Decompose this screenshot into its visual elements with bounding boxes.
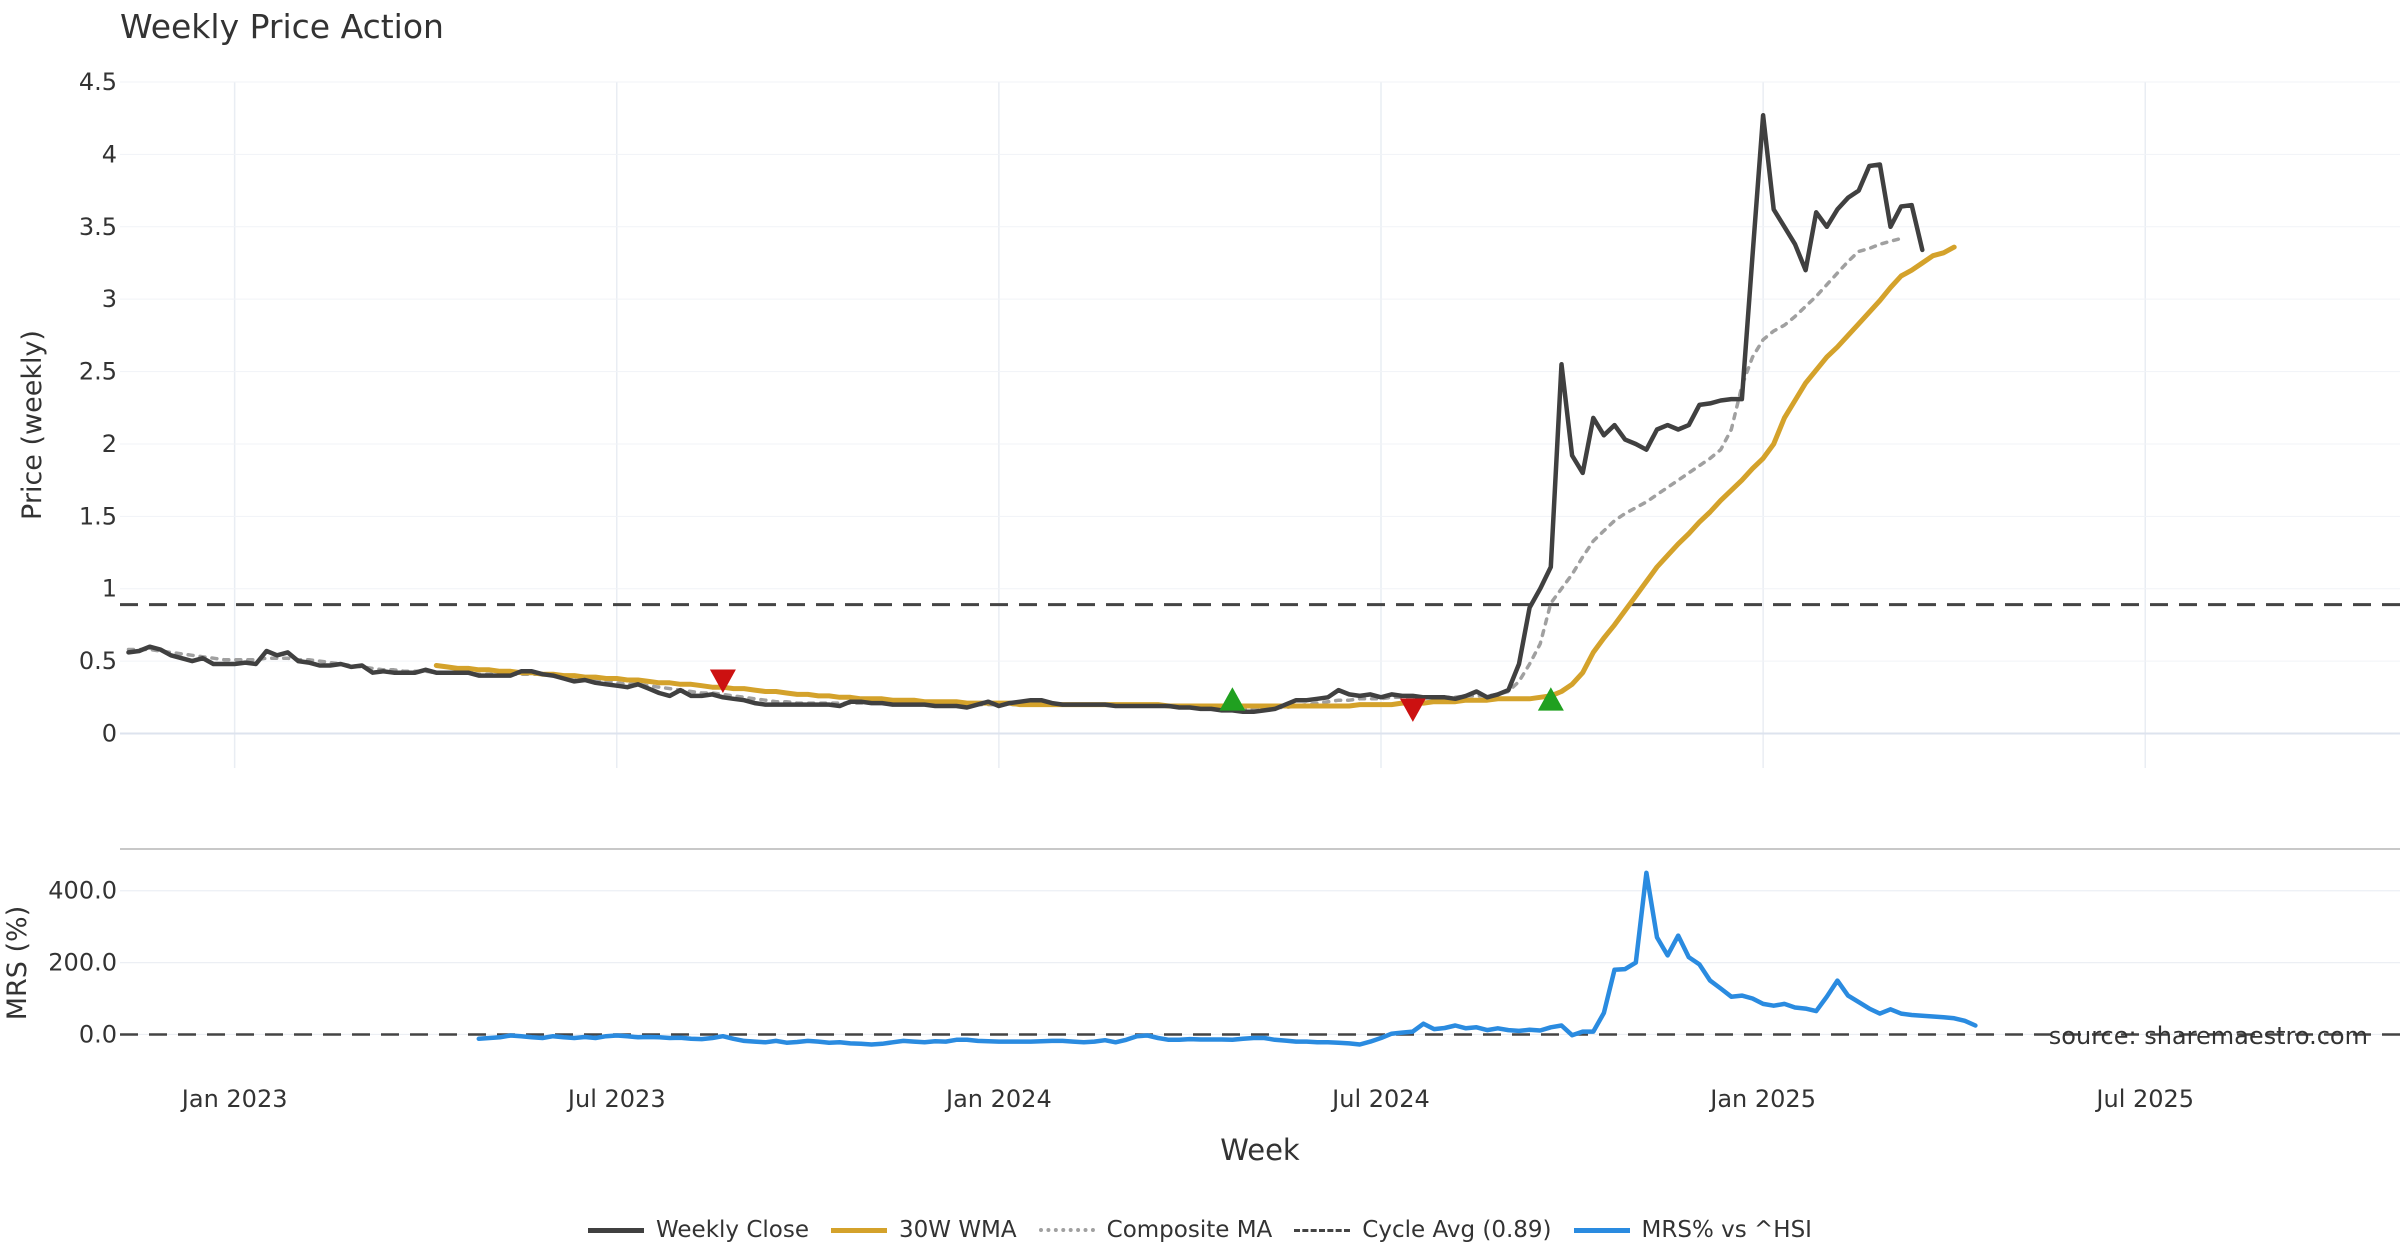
legend-swatch-cycle-avg [1294,1228,1351,1232]
price-y-tick-label: 4.5 [79,68,117,96]
mrs-y-tick-label: 200.0 [48,949,117,977]
mrs-gridlines [120,890,2400,1036]
legend-label-weekly-close: Weekly Close [656,1217,809,1243]
legend-swatch-composite-ma [1038,1228,1095,1232]
x-tick-label: Jan 2023 [180,1085,288,1113]
buy-signal-marker [1537,687,1564,711]
legend-label-30w-wma: 30W WMA [899,1217,1017,1243]
legend-item-composite-ma: Composite MA [1038,1217,1273,1243]
x-axis-label: Week [1220,1133,1300,1167]
legend-swatch-mrs [1573,1227,1630,1233]
mrs-y-tick-label: 0.0 [79,1020,117,1048]
legend-label-composite-ma: Composite MA [1106,1217,1273,1243]
mrs-y-axis-label: MRS (%) [2,906,33,1021]
price-y-tick-label: 2 [102,430,117,458]
legend-item-mrs: MRS% vs ^HSI [1573,1217,1812,1243]
series-line-composite-ma [126,236,1903,711]
price-y-tick-label: 4 [102,140,117,168]
series-line-30w-wma [433,244,1957,709]
weekly-price-chart: Weekly Price Action 0 0.5 1 1.5 2 2.5 3 3.5 4 4.5… [2,7,2400,1167]
legend-label-cycle-avg: Cycle Avg (0.89) [1362,1217,1552,1243]
x-tick-label: Jan 2024 [944,1085,1052,1113]
mrs-y-tick-labels: 0.0 200.0 400.0 [48,877,117,1049]
price-gridlines [120,81,2400,768]
price-y-tick-labels: 0 0.5 1 1.5 2 2.5 3 3.5 4 4.5 [79,68,117,748]
legend-item-30w-wma: 30W WMA [831,1217,1017,1243]
price-series-lines [126,113,1957,715]
x-tick-label: Jul 2025 [2094,1085,2194,1113]
x-tick-label: Jul 2024 [1330,1085,1430,1113]
mrs-series-line [476,870,1978,1047]
legend: Weekly Close 30W WMA Composite MA Cycle … [0,1210,2400,1250]
price-y-tick-label: 1.5 [79,502,117,530]
price-y-tick-label: 0 [102,720,117,748]
mrs-panel: 0.0 200.0 400.0 MRS (%) source: sharemaest… [2,870,2400,1050]
price-y-tick-label: 3.5 [79,213,117,241]
signal-markers [709,669,1564,722]
source-note: source: sharemaestro.com [2049,1022,2368,1050]
price-y-axis-label: Price (weekly) [17,330,48,520]
buy-signal-marker [1219,687,1246,711]
price-y-tick-label: 3 [102,285,117,313]
series-line-weekly-close [126,113,1925,715]
legend-label-mrs: MRS% vs ^HSI [1641,1217,1812,1243]
legend-swatch-30w-wma [831,1227,887,1233]
x-tick-label: Jan 2025 [1708,1085,1816,1113]
legend-item-cycle-avg: Cycle Avg (0.89) [1294,1217,1552,1243]
price-y-tick-label: 1 [102,575,117,603]
price-y-tick-label: 2.5 [79,358,117,386]
sell-signal-marker [709,669,736,693]
mrs-y-tick-label: 400.0 [48,877,117,905]
sell-signal-marker [1399,698,1426,722]
x-tick-label: Jul 2023 [566,1085,666,1113]
price-panel: 0 0.5 1 1.5 2 2.5 3 3.5 4 4.5 Price (weekly) [17,68,2400,768]
legend-item-weekly-close: Weekly Close [588,1217,809,1243]
x-tick-labels: Jan 2023 Jul 2023 Jan 2024 Jul 2024 Jan 2025… [180,1085,2194,1113]
price-y-tick-label: 0.5 [79,647,117,675]
series-line-mrs-vs-hsi [476,870,1978,1047]
chart-title: Weekly Price Action [120,7,444,46]
legend-swatch-weekly-close [588,1227,645,1233]
